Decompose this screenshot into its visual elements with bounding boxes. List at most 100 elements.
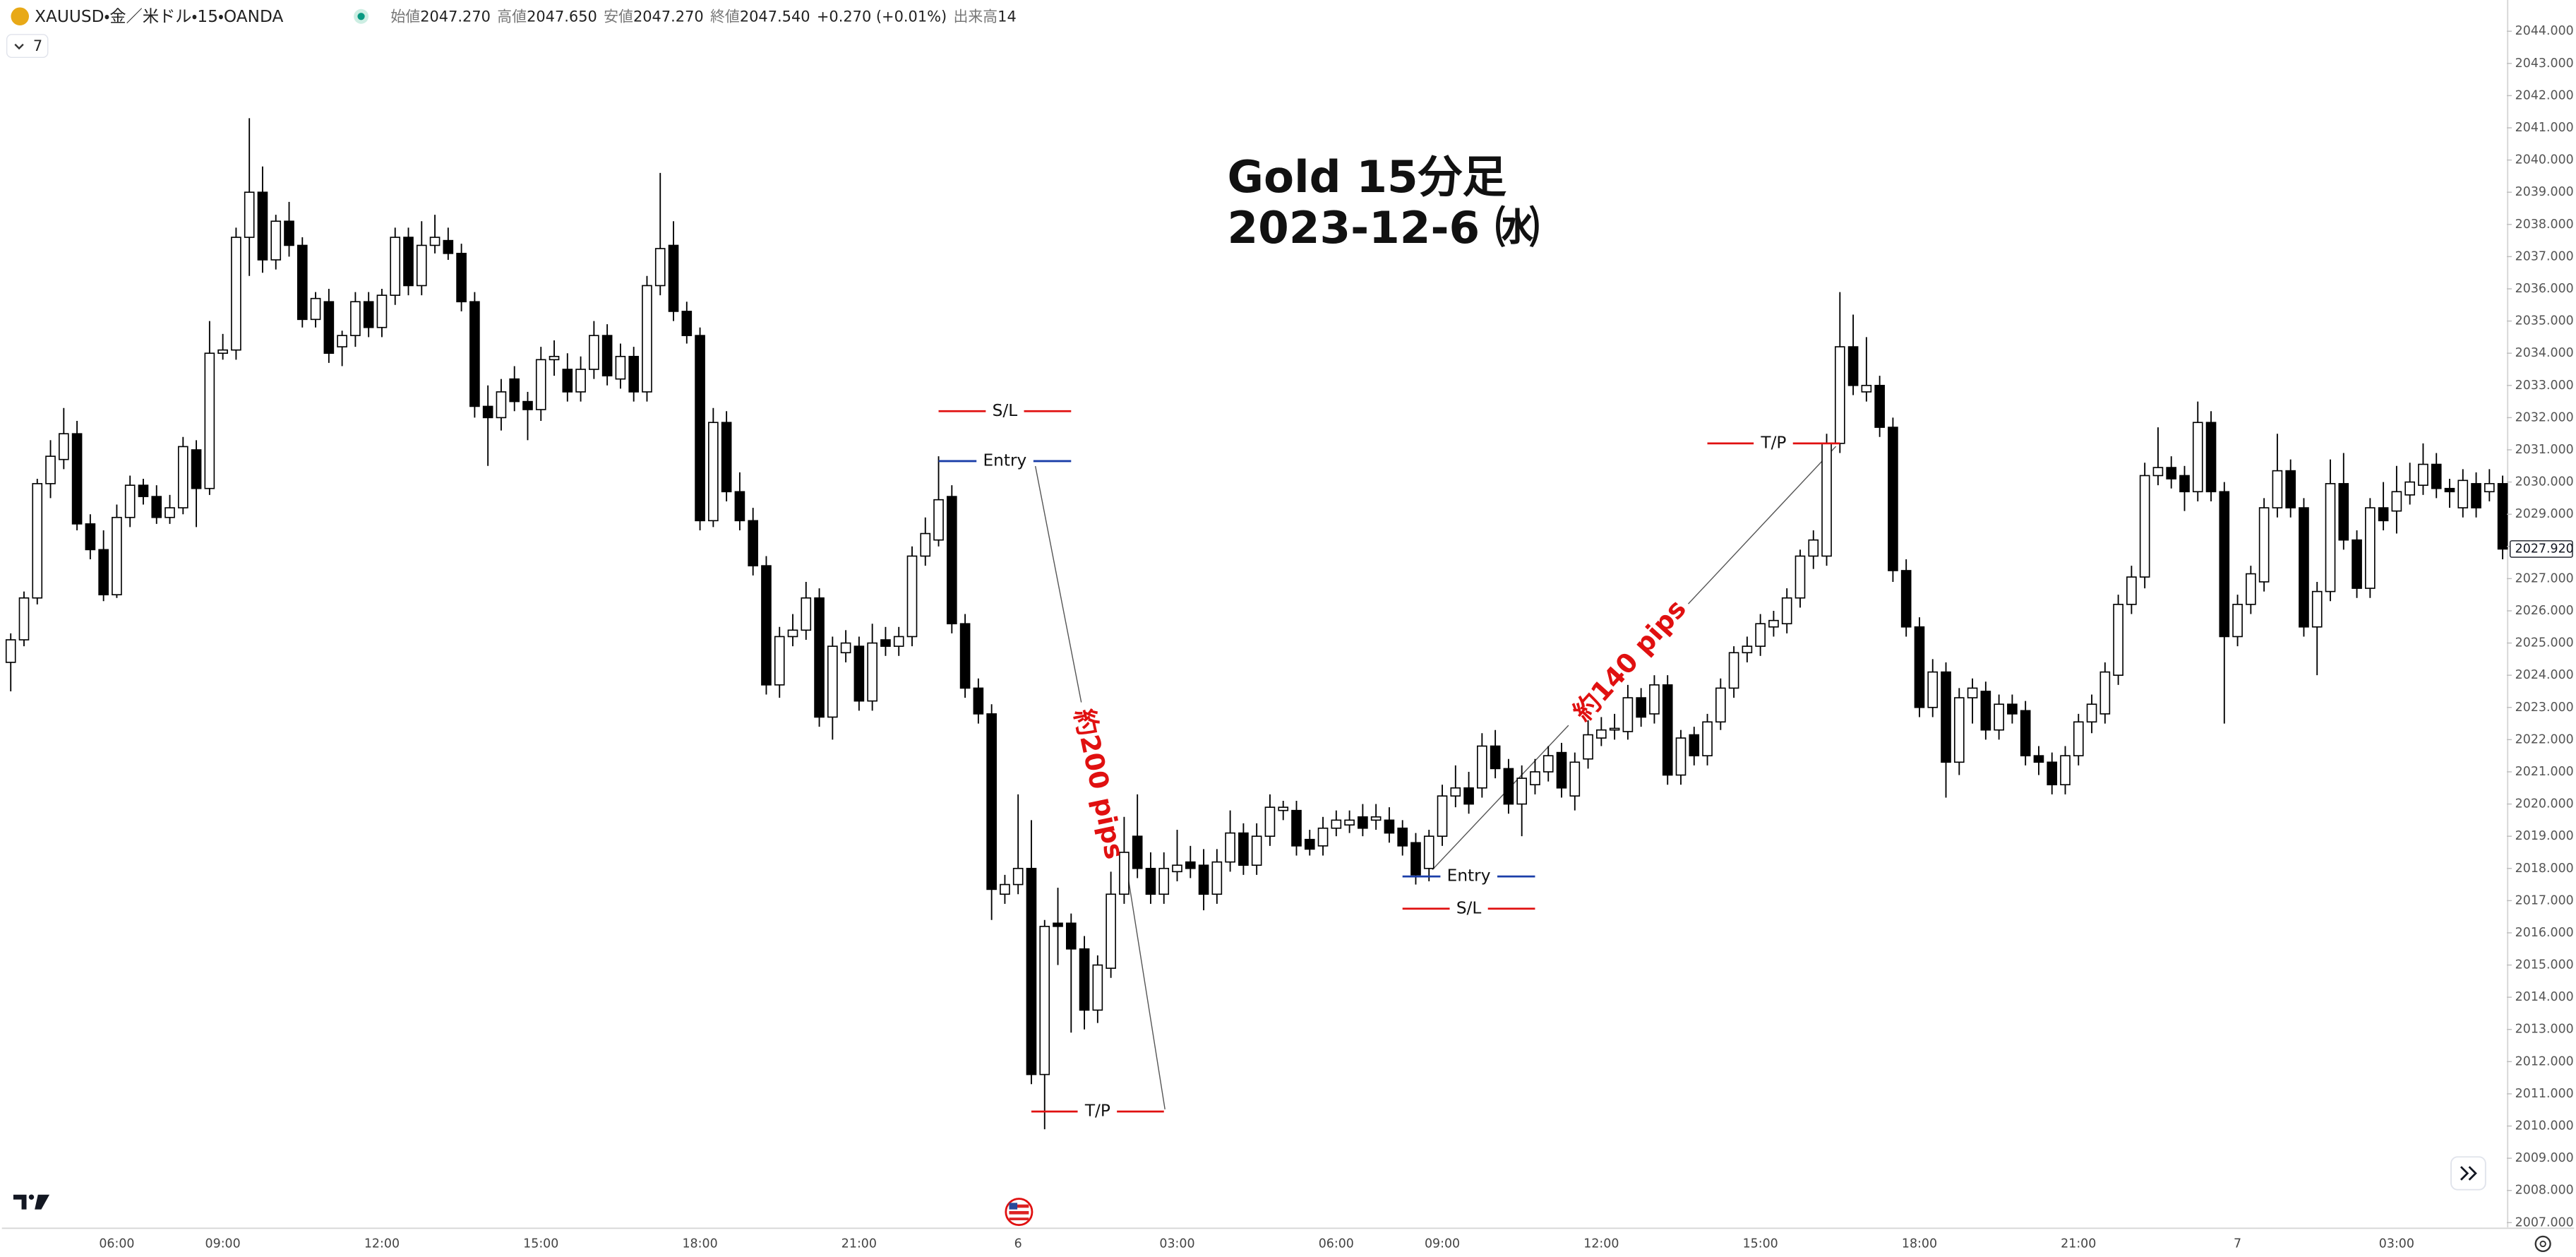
candle-body-down <box>695 335 705 522</box>
button-icon <box>2460 1166 2477 1181</box>
candle-body-up <box>429 237 441 246</box>
level-label-bg <box>1440 869 1498 883</box>
y-tick-label: 2020.000 <box>2515 797 2574 811</box>
y-tick-label: 2033.000 <box>2515 379 2574 393</box>
candle-body-down <box>1662 684 1673 776</box>
y-tick-label: 2012.000 <box>2515 1054 2574 1068</box>
level-label-bg <box>976 454 1034 468</box>
logo[interactable] <box>13 1194 50 1210</box>
y-tick-label: 2014.000 <box>2515 990 2574 1004</box>
x-tick-label: 21:00 <box>2061 1237 2096 1251</box>
candle-body-down <box>522 400 533 410</box>
candle-body-down <box>296 244 308 321</box>
candle-body-up <box>774 636 785 686</box>
candle-body-up <box>1331 819 1342 829</box>
stat-label: 始値 <box>390 8 420 25</box>
candle-body-up <box>217 349 228 355</box>
logo-part <box>35 1194 50 1210</box>
logo-part <box>28 1194 35 1200</box>
y-tick-label: 2024.000 <box>2515 668 2574 682</box>
x-tick-label: 06:00 <box>1319 1237 1354 1251</box>
gear-hub <box>2539 1240 2546 1248</box>
candle-body-up <box>390 237 401 296</box>
candle-body-up <box>1967 687 1978 698</box>
y-tick-label: 2026.000 <box>2515 604 2574 618</box>
stat-label: 終値 <box>710 8 740 25</box>
volume: 14 <box>998 8 1017 25</box>
y-tick-label: 2043.000 <box>2515 56 2574 71</box>
candle-body-up <box>2484 483 2495 493</box>
candle-body-up <box>45 455 56 484</box>
candle-body-down <box>456 253 467 303</box>
candle-body-up <box>2086 703 2097 723</box>
candle-body-down <box>1384 819 1395 834</box>
candle-body-up <box>376 294 388 328</box>
candle-body-up <box>1927 671 1939 708</box>
candle-body-down <box>946 496 957 625</box>
symbol[interactable]: XAUUSD・金／米ドル・15・OANDA <box>35 7 283 26</box>
candle-body-up <box>177 446 188 508</box>
candle-body-down <box>1079 948 1090 1011</box>
candle-body-down <box>1980 691 1991 731</box>
candle-body-up <box>1000 883 1010 895</box>
y-tick-label: 2008.000 <box>2515 1184 2574 1198</box>
candle-body-down <box>1238 832 1249 866</box>
candle-body-down <box>98 549 109 595</box>
candle-body-up <box>1808 539 1819 557</box>
event-flag[interactable] <box>1005 1198 1034 1227</box>
candle-body-down <box>2431 463 2442 489</box>
candle-body-down <box>1847 346 1859 386</box>
y-tick-label: 2040.000 <box>2515 153 2574 167</box>
candle-body-up <box>1609 727 1620 731</box>
candle-body-down <box>1874 384 1885 428</box>
y-tick-label: 2041.000 <box>2515 121 2574 135</box>
candle-body-down <box>1410 842 1421 876</box>
candle-body-down <box>191 449 202 489</box>
x-tick-label: 21:00 <box>841 1237 877 1251</box>
candle-body-up <box>1781 597 1792 625</box>
x-tick-label: 7 <box>2234 1237 2241 1251</box>
y-tick-label: 2018.000 <box>2515 862 2574 876</box>
chart-subtitle: 2023-12-6 ㈬ <box>1228 202 1540 254</box>
candle-body-up <box>906 555 918 638</box>
candle-body-up <box>231 237 241 351</box>
y-tick-label: 2010.000 <box>2515 1119 2574 1133</box>
candle-body-up <box>708 422 719 522</box>
candle-body-up <box>2139 475 2150 578</box>
last-price-box <box>2510 540 2573 558</box>
candle-body-up <box>124 484 136 518</box>
candle-body-down <box>1636 697 1646 718</box>
y-tick-label: 2029.000 <box>2515 507 2574 521</box>
gear-ring <box>2534 1235 2551 1253</box>
candle-body-up <box>615 355 626 380</box>
candle-body-up <box>1225 832 1235 863</box>
candle-body-up <box>18 597 30 641</box>
candle-body-up <box>1119 852 1130 895</box>
candle-body-up <box>1649 684 1660 715</box>
candle-body-up <box>642 285 652 393</box>
candle-body-up <box>2232 604 2243 638</box>
candle-body-up <box>787 629 798 638</box>
candle-body-up <box>840 642 851 654</box>
candle-body-down <box>628 355 640 393</box>
candle-body-up <box>59 433 69 460</box>
candle-body-up <box>654 248 666 287</box>
measure-line <box>1125 861 1166 1109</box>
candles <box>5 118 2508 1130</box>
candle-body-up <box>1450 787 1461 797</box>
scroll-right-button[interactable] <box>2450 1156 2486 1191</box>
level-label: T/P <box>1084 1102 1110 1121</box>
candle-body-down <box>880 639 891 647</box>
flag-stripe <box>1009 1204 1029 1208</box>
candle-body-down <box>1503 768 1514 805</box>
indicator-toggle[interactable] <box>6 34 49 59</box>
settings-button[interactable] <box>2534 1235 2551 1253</box>
candle-body-up <box>310 297 321 321</box>
candle-body-up <box>1477 745 1487 789</box>
y-tick-label: 2027.000 <box>2515 571 2574 585</box>
candle-body-down <box>761 565 772 686</box>
candle-body-up <box>1106 893 1116 969</box>
stat-value: 2047.540 <box>740 8 810 25</box>
